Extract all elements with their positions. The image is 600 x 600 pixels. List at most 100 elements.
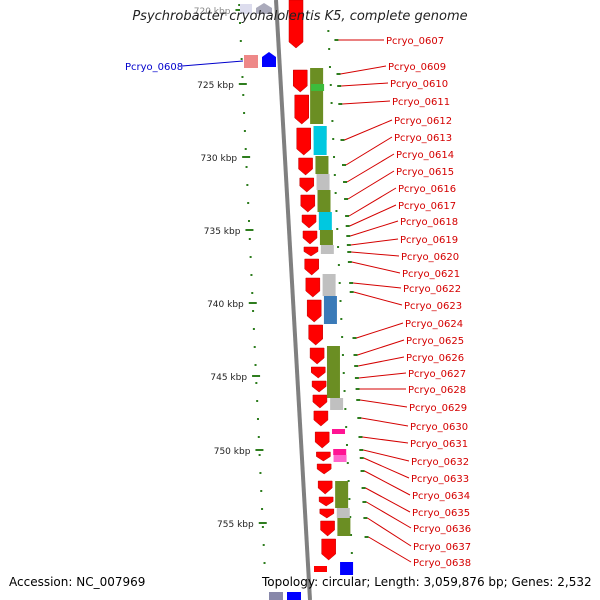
- forward-gene-label: Pcryo_0613: [394, 133, 452, 144]
- forward-gene-arrow: [294, 94, 310, 125]
- label-leader-line: [351, 251, 400, 257]
- cog-scale-dot: [344, 408, 347, 410]
- scale-dot: [256, 418, 259, 420]
- cog-block: [320, 245, 334, 254]
- forward-gene-arrow: [316, 463, 332, 475]
- forward-gene-label: Pcryo_0619: [400, 235, 458, 246]
- forward-gene-label: Pcryo_0620: [401, 252, 459, 263]
- scale-label: 735 kbp: [204, 227, 241, 237]
- cog-scale-dot: [346, 462, 349, 464]
- scale-label: 725 kbp: [197, 81, 234, 91]
- label-leader-line: [353, 291, 403, 306]
- cog-scale-dot: [340, 318, 343, 320]
- label-leader-line: [350, 220, 399, 237]
- forward-gene-label: Pcryo_0609: [388, 62, 446, 73]
- scale-dot: [242, 94, 245, 96]
- label-leader-line: [358, 356, 405, 367]
- forward-gene-arrow: [318, 496, 334, 507]
- scale-dot: [244, 148, 247, 150]
- genome-title: Psychrobacter cryohalolentis K5, complet…: [132, 9, 468, 24]
- label-leader-line: [342, 100, 391, 105]
- cog-scale-dot: [330, 102, 333, 104]
- scale-dot: [255, 382, 258, 384]
- reverse-gene-label: Pcryo_0608: [125, 62, 183, 73]
- forward-gene-arrow: [310, 366, 326, 379]
- scale-dot: [241, 76, 244, 78]
- label-leader-line: [360, 399, 408, 408]
- scale-dot: [247, 202, 250, 204]
- forward-gene-label: Pcryo_0635: [412, 508, 470, 519]
- cog-scale-dot: [331, 120, 334, 122]
- forward-gene-label: Pcryo_0625: [406, 336, 464, 347]
- label-leader-line: [356, 322, 404, 339]
- cog-scale-dot: [341, 336, 344, 338]
- cog-scale-dot: [339, 300, 342, 302]
- cog-scale-dot: [341, 354, 344, 356]
- label-leader-line: [361, 417, 409, 427]
- cog-scale-dot: [338, 282, 341, 284]
- forward-gene-arrow: [308, 324, 323, 346]
- cog-scale-dot: [345, 444, 348, 446]
- forward-gene-arrow: [317, 480, 333, 495]
- cog-block: [326, 346, 340, 398]
- forward-gene-label: Pcryo_0631: [410, 439, 468, 450]
- cog-scale-dot: [337, 264, 340, 266]
- forward-gene-arrow: [311, 380, 327, 393]
- forward-gene-label: Pcryo_0627: [408, 369, 466, 380]
- cog-scale-dot: [345, 426, 348, 428]
- forward-gene-label: Pcryo_0636: [413, 524, 471, 535]
- label-leader-line: [358, 372, 407, 379]
- label-leader-line: [357, 339, 405, 356]
- forward-gene-arrow: [305, 277, 321, 298]
- forward-gene-label: Pcryo_0626: [406, 353, 464, 364]
- cog-block: [317, 190, 331, 212]
- cog-scale-dot: [332, 138, 335, 140]
- scale-dot: [258, 454, 261, 456]
- forward-gene-arrow: [309, 347, 325, 365]
- scale-label: 720 kbp: [194, 7, 231, 17]
- scale-dot: [261, 526, 264, 528]
- cog-scale-dot: [336, 228, 339, 230]
- cog-block: [316, 174, 330, 190]
- cog-scale-dot: [329, 84, 332, 86]
- label-leader-line: [347, 170, 395, 200]
- label-leader-line: [364, 470, 411, 496]
- forward-gene-arrow: [301, 214, 317, 229]
- label-leader-line: [341, 82, 389, 87]
- cog-block: [331, 429, 345, 434]
- reverse-gene-arrow: [256, 3, 272, 14]
- forward-gene-arrow: [302, 230, 318, 245]
- scale-dot: [260, 490, 263, 492]
- scale-dot: [252, 328, 255, 330]
- forward-gene-arrow: [296, 127, 312, 156]
- forward-gene-label: Pcryo_0615: [396, 167, 454, 178]
- forward-gene-label: Pcryo_0630: [410, 422, 468, 433]
- forward-gene-arrow: [304, 258, 319, 276]
- forward-gene-label: Pcryo_0621: [402, 269, 460, 280]
- cog-scale-dot: [337, 246, 340, 248]
- scale-label: 745 kbp: [210, 373, 247, 383]
- label-leader-line: [348, 187, 397, 217]
- forward-gene-arrow: [300, 194, 316, 213]
- forward-gene-arrow: [298, 157, 313, 176]
- cog-scale-dot: [328, 66, 331, 68]
- scale-dot: [257, 436, 260, 438]
- cog-scale-dot: [342, 372, 345, 374]
- accession-text: Accession: NC_007969: [9, 575, 146, 589]
- forward-gene-label: Pcryo_0632: [411, 457, 469, 468]
- forward-gene-label: Pcryo_0629: [409, 403, 467, 414]
- scale-dot: [263, 562, 266, 564]
- forward-gene-label: Pcryo_0611: [392, 97, 450, 108]
- label-leader-line: [344, 119, 393, 141]
- label-leader-line: [181, 60, 244, 67]
- cog-block: [333, 455, 347, 462]
- cog-scale-dot: [327, 30, 330, 32]
- cog-scale-dot: [347, 480, 350, 482]
- forward-gene-label: Pcryo_0633: [411, 474, 469, 485]
- cog-block: [313, 126, 327, 155]
- scale-dot: [250, 274, 253, 276]
- cog-block: [323, 296, 337, 324]
- forward-gene-label: Pcryo_0623: [404, 301, 462, 312]
- forward-gene-label: Pcryo_0618: [400, 217, 458, 228]
